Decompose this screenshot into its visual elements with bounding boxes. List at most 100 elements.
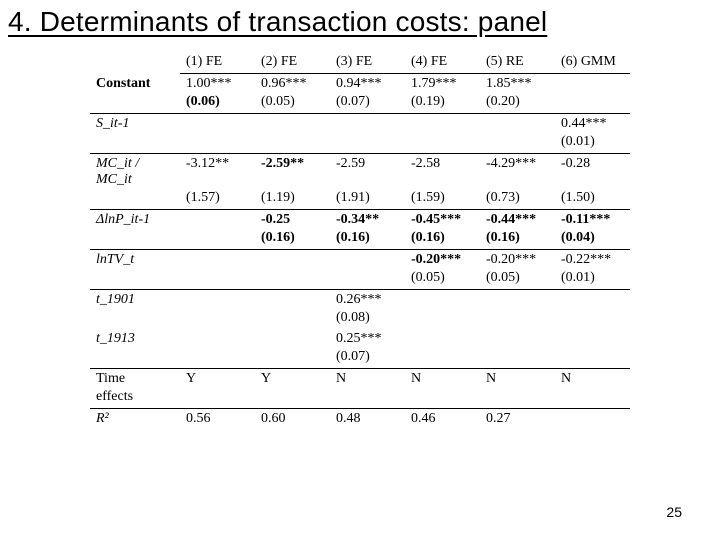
row-label: lnTV_t [90, 250, 180, 271]
cell: (0.19) [405, 94, 480, 114]
cell [180, 349, 255, 369]
row-label [90, 270, 180, 290]
cell: 0.48 [330, 409, 405, 430]
cell: (0.06) [180, 94, 255, 114]
cell [255, 134, 330, 154]
cell [255, 270, 330, 290]
cell [330, 134, 405, 154]
cell [405, 134, 480, 154]
row-label [90, 310, 180, 329]
col-header-blank [90, 52, 180, 74]
cell [330, 389, 405, 409]
cell [555, 310, 630, 329]
cell [555, 329, 630, 349]
cell: (1.59) [405, 190, 480, 210]
col-header: (2) FE [255, 52, 330, 74]
cell: (0.73) [480, 190, 555, 210]
row-label: effects [90, 389, 180, 409]
cell [255, 290, 330, 311]
table: (1) FE(2) FE(3) FE(4) FE(5) RE(6) GMMCon… [90, 52, 630, 429]
cell [405, 329, 480, 349]
cell: (0.07) [330, 94, 405, 114]
cell: Y [180, 369, 255, 390]
cell [180, 114, 255, 135]
cell: 0.27 [480, 409, 555, 430]
cell: (0.05) [480, 270, 555, 290]
cell [555, 94, 630, 114]
cell [405, 290, 480, 311]
cell: (0.01) [555, 270, 630, 290]
cell: Y [255, 369, 330, 390]
cell: 0.60 [255, 409, 330, 430]
cell: 0.94*** [330, 74, 405, 95]
cell: -0.20*** [480, 250, 555, 271]
cell: 0.25*** [330, 329, 405, 349]
cell: -0.20*** [405, 250, 480, 271]
cell [480, 389, 555, 409]
slide-title: 4. Determinants of transaction costs: pa… [8, 6, 547, 38]
cell: 0.56 [180, 409, 255, 430]
cell [180, 250, 255, 271]
cell: -0.25 [255, 210, 330, 231]
cell: (1.57) [180, 190, 255, 210]
cell: -2.59** [255, 154, 330, 191]
col-header: (5) RE [480, 52, 555, 74]
cell: 1.85*** [480, 74, 555, 95]
row-label: ΔlnP_it-1 [90, 210, 180, 231]
cell [255, 349, 330, 369]
cell: -0.34** [330, 210, 405, 231]
cell: N [555, 369, 630, 390]
page-number: 25 [666, 504, 682, 520]
cell [180, 134, 255, 154]
cell: (0.16) [255, 230, 330, 250]
cell: (0.08) [330, 310, 405, 329]
cell: (1.91) [330, 190, 405, 210]
cell [180, 329, 255, 349]
cell [405, 310, 480, 329]
cell: -4.29*** [480, 154, 555, 191]
cell [480, 310, 555, 329]
cell: -2.59 [330, 154, 405, 191]
cell [480, 349, 555, 369]
cell [330, 250, 405, 271]
cell: (0.20) [480, 94, 555, 114]
cell [255, 114, 330, 135]
cell: (1.50) [555, 190, 630, 210]
cell: 0.44*** [555, 114, 630, 135]
row-label [90, 349, 180, 369]
cell [405, 349, 480, 369]
cell [330, 114, 405, 135]
cell [255, 310, 330, 329]
col-header: (1) FE [180, 52, 255, 74]
cell: -0.22*** [555, 250, 630, 271]
cell: -0.11*** [555, 210, 630, 231]
row-label: R² [90, 409, 180, 430]
cell [180, 230, 255, 250]
col-header: (3) FE [330, 52, 405, 74]
row-label [90, 94, 180, 114]
cell: N [330, 369, 405, 390]
cell [255, 250, 330, 271]
cell [555, 74, 630, 95]
row-label: t_1901 [90, 290, 180, 311]
row-label: S_it-1 [90, 114, 180, 135]
cell [180, 270, 255, 290]
col-header: (6) GMM [555, 52, 630, 74]
cell [255, 329, 330, 349]
cell: 0.26*** [330, 290, 405, 311]
cell: (0.04) [555, 230, 630, 250]
cell [180, 210, 255, 231]
cell: (0.01) [555, 134, 630, 154]
row-label: MC_it / MC_it [90, 154, 180, 191]
cell [480, 134, 555, 154]
cell [180, 389, 255, 409]
cell: 0.46 [405, 409, 480, 430]
cell: -0.28 [555, 154, 630, 191]
cell [405, 114, 480, 135]
regression-table: (1) FE(2) FE(3) FE(4) FE(5) RE(6) GMMCon… [90, 52, 630, 429]
cell: (0.16) [480, 230, 555, 250]
cell: 1.79*** [405, 74, 480, 95]
cell: -0.45*** [405, 210, 480, 231]
cell: N [480, 369, 555, 390]
cell [180, 290, 255, 311]
